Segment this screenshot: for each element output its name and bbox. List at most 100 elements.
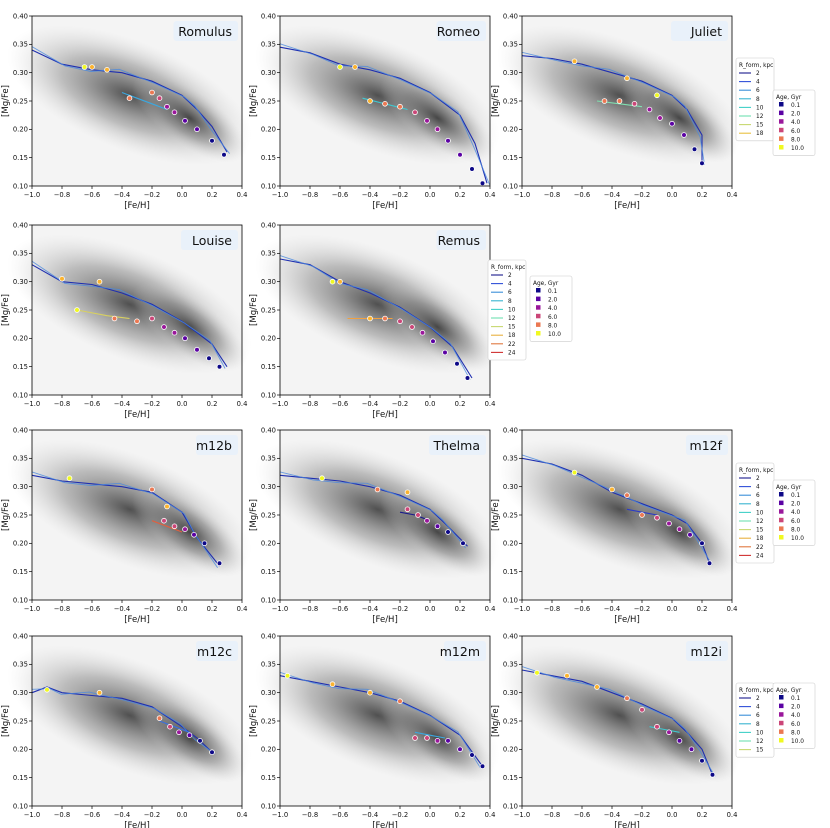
data-point (609, 486, 615, 493)
x-axis-label: [Fe/H] (372, 410, 398, 420)
x-tick-label: 0.0 (425, 605, 436, 613)
data-point (430, 338, 436, 345)
data-point (164, 503, 170, 510)
data-point (654, 92, 660, 99)
age-legend-label: 2.0 (791, 112, 801, 118)
data-point (404, 506, 411, 513)
y-axis-label: [Mg/Fe] (491, 85, 501, 117)
data-point (412, 735, 418, 741)
x-tick-label: −0.8 (302, 605, 319, 613)
data-point (534, 669, 540, 676)
x-tick-label: −0.4 (114, 811, 131, 819)
x-tick-label: −0.4 (604, 191, 621, 199)
y-axis-label: [Mg/Fe] (249, 499, 259, 531)
track-line (31, 49, 228, 153)
x-tick-label: −0.4 (604, 605, 621, 613)
age-legend-label: 6.0 (791, 722, 801, 728)
data-point (404, 489, 411, 496)
data-point (564, 672, 570, 679)
data-point (454, 360, 460, 367)
age-legend-swatch (779, 526, 784, 531)
y-tick-label: 0.20 (13, 746, 28, 754)
y-tick-label: 0.35 (503, 661, 518, 669)
panel-title: Romulus (178, 24, 232, 39)
data-point (382, 101, 388, 107)
x-tick-label: 0.4 (237, 811, 248, 819)
y-tick-label: 0.15 (503, 774, 518, 782)
x-tick-label: −0.6 (332, 811, 349, 819)
track-line (279, 671, 481, 769)
y-axis-label: [Mg/Fe] (491, 499, 501, 531)
panel-m12f: m12f −1.0 −0.8 −0.6 −0.4 −0.2 0.0 0.2 0.4 0.10 0.1… (491, 426, 742, 625)
rform-legend-label: 22 (508, 342, 516, 348)
age-legend-label: 2.0 (791, 705, 801, 711)
y-axis-label: [Mg/Fe] (249, 705, 259, 737)
x-tick-label: −0.8 (54, 400, 71, 408)
age-legend-title: Age, Gyr (533, 281, 559, 287)
x-tick-label: −0.4 (114, 191, 131, 199)
panel-m12c: m12c −1.0 −0.8 −0.6 −0.4 −0.2 0.0 0.2 0.4 0.10 0.1… (1, 632, 252, 828)
x-tick-label: 0.4 (485, 400, 496, 408)
y-tick-label: 0.10 (503, 182, 518, 190)
data-point (397, 698, 403, 704)
y-tick-label: 0.15 (13, 154, 28, 162)
x-tick-label: 0.4 (727, 191, 738, 199)
x-tick-label: −1.0 (272, 191, 289, 199)
age-legend-swatch (779, 127, 784, 133)
panel-thelma: Thelma −1.0 −0.8 −0.6 −0.4 −0.2 0.0 0.2 0.4 0.10 0… (249, 426, 500, 625)
panel-title-box (196, 641, 238, 661)
rform-legend-box (735, 682, 775, 758)
y-tick-label: 0.20 (261, 540, 276, 548)
x-tick-label: −0.8 (544, 191, 561, 199)
track-line (279, 675, 483, 767)
y-tick-label: 0.30 (13, 278, 28, 286)
panel-m12m: m12m −1.0 −0.8 −0.6 −0.4 −0.2 0.0 0.2 0.4 0.10 0.1… (249, 632, 500, 828)
y-tick-label: 0.40 (13, 221, 28, 229)
data-point (74, 307, 80, 313)
y-tick-label: 0.35 (261, 41, 276, 49)
x-tick-label: −0.6 (574, 811, 591, 819)
age-legend-swatch (779, 695, 784, 700)
data-point (469, 166, 475, 172)
age-legend-title: Age, Gyr (776, 95, 802, 101)
data-point (412, 109, 418, 116)
x-tick-label: −1.0 (272, 811, 289, 819)
y-tick-label: 0.10 (503, 596, 518, 604)
x-tick-label: −0.6 (84, 191, 101, 199)
data-point (687, 531, 693, 538)
x-tick-label: 0.2 (697, 811, 708, 819)
data-point (624, 492, 630, 499)
y-tick-label: 0.35 (13, 250, 28, 258)
panel-romeo: Romeo −1.0 −0.8 −0.6 −0.4 −0.2 0.0 0.2 0.4 0.10 0.… (249, 12, 500, 211)
data-point (66, 475, 73, 482)
x-tick-label: −0.6 (574, 605, 591, 613)
age-legend-swatch (536, 288, 541, 293)
age-legend-swatch (779, 492, 784, 497)
data-point (434, 126, 441, 133)
data-point (445, 737, 451, 744)
data-point (156, 715, 163, 721)
y-tick-label: 0.10 (13, 391, 28, 399)
y-tick-label: 0.20 (261, 126, 276, 134)
y-tick-label: 0.40 (13, 632, 28, 640)
data-point (601, 98, 608, 104)
x-tick-label: −0.4 (362, 811, 379, 819)
data-point (149, 486, 155, 493)
data-point (479, 180, 486, 187)
rform-legend-label: 4 (756, 705, 760, 711)
y-tick-label: 0.15 (13, 774, 28, 782)
data-point (201, 540, 208, 547)
data-point (676, 526, 683, 532)
data-point (176, 729, 182, 736)
rform-legend-label: 6 (756, 88, 760, 94)
y-tick-label: 0.20 (261, 746, 276, 754)
rform-legend-label: 24 (508, 350, 516, 356)
rform-legend-label: 8 (756, 502, 760, 508)
age-legend-swatch (779, 102, 784, 107)
track-line (151, 520, 183, 533)
x-tick-label: 0.4 (485, 811, 496, 819)
density-cloud-core (132, 693, 247, 783)
track-line (31, 46, 230, 154)
x-axis-label: [Fe/H] (614, 201, 640, 211)
